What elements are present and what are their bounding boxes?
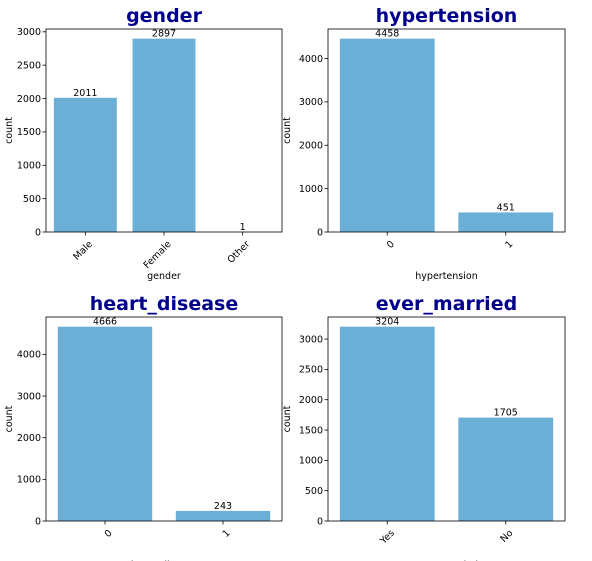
data-label-0: 4666 bbox=[93, 317, 117, 328]
chart-title: gender bbox=[126, 5, 203, 27]
x-tick-label: Female bbox=[142, 239, 174, 271]
y-tick-label: 2000 bbox=[17, 94, 41, 105]
y-tick-label: 1000 bbox=[299, 184, 323, 195]
bar-1 bbox=[175, 510, 271, 521]
y-tick-label: 2000 bbox=[299, 395, 323, 406]
y-tick-label: 1000 bbox=[299, 456, 323, 467]
data-label-yes: 3204 bbox=[375, 317, 399, 328]
y-axis-label: count bbox=[4, 405, 15, 432]
bar-0 bbox=[339, 38, 435, 233]
data-label-0: 4458 bbox=[375, 29, 399, 40]
chart-title: heart_disease bbox=[90, 293, 239, 315]
y-axis-label: count bbox=[282, 117, 293, 144]
y-tick-label: 0 bbox=[35, 516, 41, 527]
x-tick-label: Yes bbox=[378, 528, 397, 547]
bar-1 bbox=[458, 212, 554, 232]
y-tick-label: 500 bbox=[305, 486, 323, 497]
data-label-male: 2011 bbox=[73, 88, 97, 99]
x-axis-label: gender bbox=[147, 271, 181, 282]
y-tick-label: 500 bbox=[23, 194, 41, 205]
plot-frame bbox=[45, 28, 283, 233]
bar-0 bbox=[57, 326, 153, 521]
y-tick-label: 4000 bbox=[17, 350, 41, 361]
y-tick-label: 0 bbox=[317, 227, 323, 238]
plot-frame bbox=[45, 316, 283, 522]
x-tick-label: Male bbox=[71, 239, 95, 263]
data-label-1: 243 bbox=[214, 501, 232, 512]
y-tick-label: 1500 bbox=[17, 127, 41, 138]
y-tick-label: 2000 bbox=[299, 141, 323, 152]
data-label-other: 1 bbox=[240, 222, 246, 233]
y-tick-label: 3000 bbox=[17, 27, 41, 38]
y-axis-label: count bbox=[4, 117, 15, 144]
bar-female bbox=[132, 38, 196, 232]
plot-frame bbox=[327, 316, 566, 522]
y-tick-label: 2500 bbox=[17, 60, 41, 71]
chart-title: hypertension bbox=[376, 5, 518, 27]
y-tick-label: 4000 bbox=[299, 54, 323, 65]
y-axis-label: count bbox=[282, 405, 293, 432]
bar-yes bbox=[339, 326, 435, 521]
x-tick-label: 0 bbox=[103, 528, 115, 540]
x-tick-label: 1 bbox=[221, 528, 233, 540]
y-tick-label: 2000 bbox=[17, 433, 41, 444]
plot-frame bbox=[327, 28, 566, 233]
x-tick-label: No bbox=[498, 528, 515, 545]
y-tick-label: 1000 bbox=[17, 161, 41, 172]
bar-male bbox=[53, 97, 117, 232]
bar-no bbox=[458, 417, 554, 521]
y-tick-label: 0 bbox=[317, 516, 323, 527]
x-axis-label: hypertension bbox=[415, 271, 477, 282]
chart-title: ever_married bbox=[376, 293, 517, 315]
y-tick-label: 2500 bbox=[299, 365, 323, 376]
data-label-1: 451 bbox=[497, 202, 515, 213]
chart-panel-gender: gender 2011 Male 2897 Female 1 Other 0 500 1000 15… bbox=[4, 5, 283, 282]
y-tick-label: 1500 bbox=[299, 425, 323, 436]
y-tick-label: 1000 bbox=[17, 475, 41, 486]
x-tick-label: Other bbox=[225, 239, 252, 266]
x-tick-label: 1 bbox=[503, 239, 515, 251]
chart-panel-heart-disease: heart_disease46660243101000200030004000h… bbox=[4, 293, 283, 561]
chart-panel-ever-married: ever_married 3204 Yes 1705 No 0 500 1000 1500 200… bbox=[282, 293, 566, 561]
data-label-no: 1705 bbox=[494, 408, 518, 419]
data-label-female: 2897 bbox=[152, 29, 176, 40]
y-tick-label: 3000 bbox=[299, 334, 323, 345]
y-tick-label: 0 bbox=[35, 227, 41, 238]
y-tick-label: 3000 bbox=[299, 97, 323, 108]
chart-panel-hypertension: hypertension 4458 0 451 1 0 1000 2000 3000 4000 hy… bbox=[282, 5, 566, 282]
x-tick-label: 0 bbox=[385, 239, 397, 251]
y-tick-label: 3000 bbox=[17, 391, 41, 402]
